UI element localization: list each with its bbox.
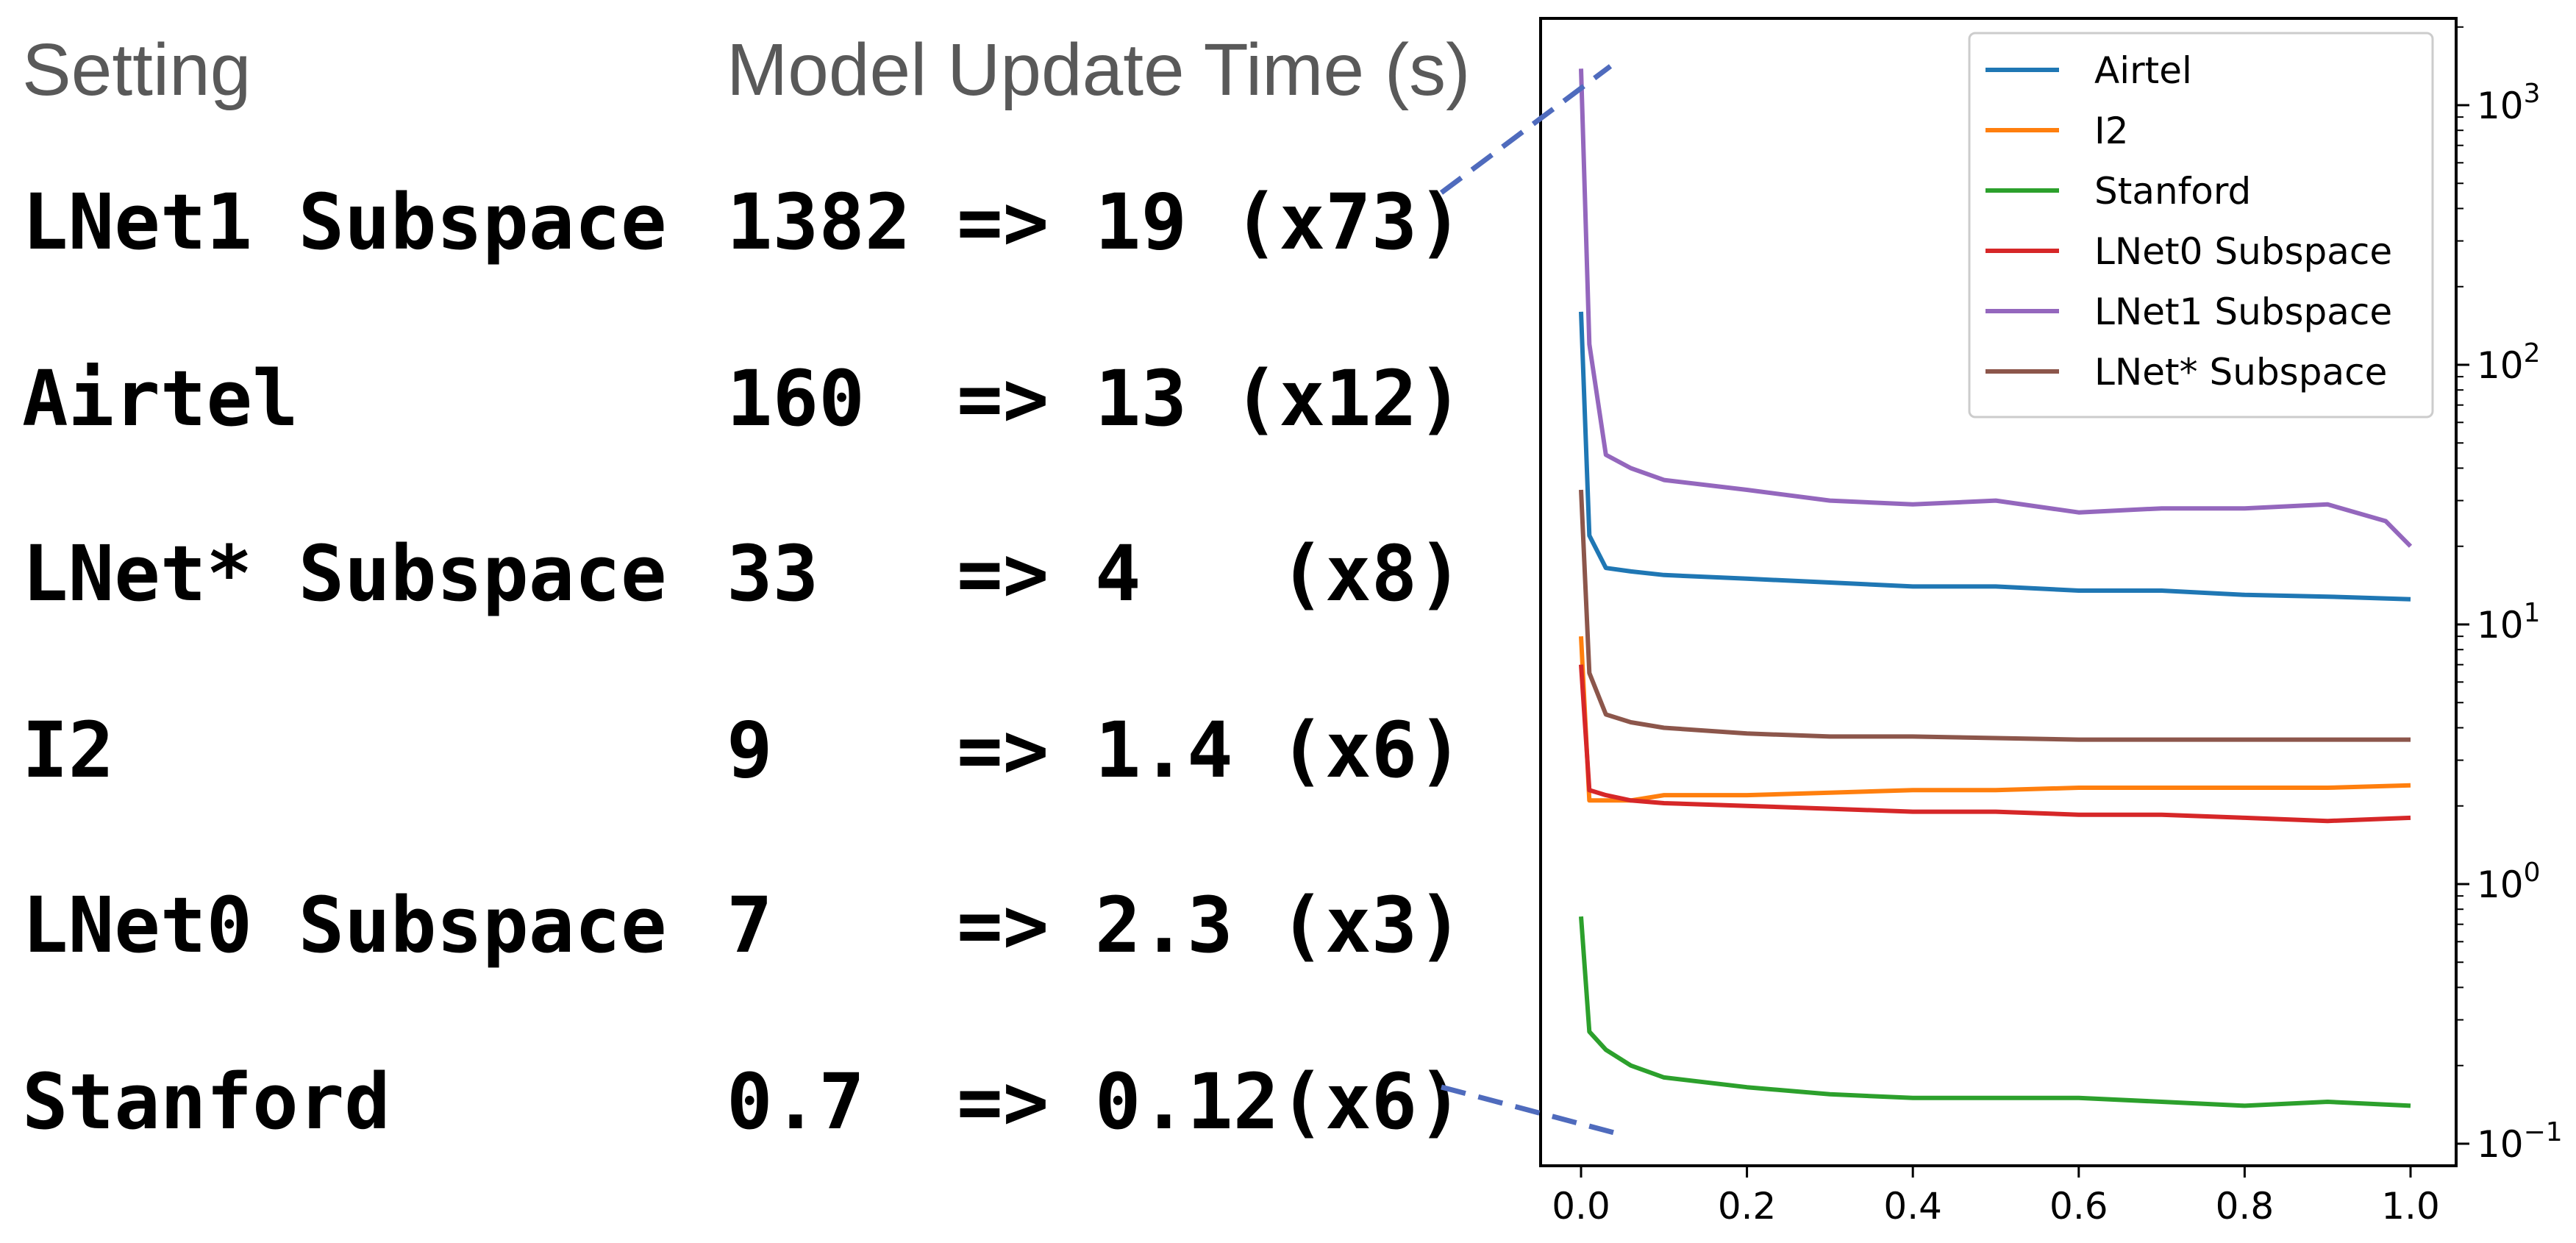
- series-line: [1579, 916, 2411, 1108]
- y-tick-label: 101: [2477, 598, 2541, 647]
- row-time: 160 => 13 (x12): [727, 354, 1463, 444]
- legend-label: I2: [2094, 110, 2129, 152]
- series-line: [1579, 68, 2413, 548]
- row-time: 0.7 => 0.12(x6): [727, 1057, 1463, 1147]
- connector-line: [1441, 1084, 1615, 1136]
- legend-label: LNet0 Subspace: [2094, 230, 2392, 273]
- y-tick-label: 102: [2477, 338, 2541, 387]
- x-tick-label: 0.6: [2049, 1185, 2108, 1228]
- legend-label: LNet1 Subspace: [2094, 291, 2392, 333]
- plot-frame: [1539, 17, 2458, 1167]
- connector-line: [1439, 64, 1613, 195]
- x-tick-label: 0.8: [2216, 1185, 2274, 1228]
- x-tick-label: 0.4: [1883, 1185, 1942, 1228]
- row-setting: Stanford: [22, 1057, 390, 1147]
- y-tick-label: 10−1: [2477, 1117, 2563, 1166]
- series-line: [1579, 664, 2411, 824]
- table-row: Airtel 160 => 13 (x12): [22, 360, 1463, 437]
- table-row: LNet* Subspace 33 => 4 (x8): [22, 535, 1463, 612]
- row-setting: LNet* Subspace: [22, 529, 667, 619]
- row-setting: LNet0 Subspace: [22, 880, 667, 970]
- y-tick-label: 103: [2477, 79, 2541, 127]
- x-tick-label: 0.2: [1718, 1185, 1777, 1228]
- row-setting: LNet1 Subspace: [22, 177, 667, 267]
- row-setting: I2: [22, 705, 115, 795]
- series-line: [1579, 311, 2411, 602]
- row-time: 7 => 2.3 (x3): [727, 880, 1463, 970]
- row-time: 33 => 4 (x8): [727, 529, 1463, 619]
- table-row: I2 9 => 1.4 (x6): [22, 712, 1463, 788]
- series-line: [1579, 489, 2411, 742]
- legend-box: [1968, 32, 2434, 419]
- legend-label: Stanford: [2094, 170, 2251, 213]
- table-row: LNet1 Subspace 1382 => 19 (x73): [22, 184, 1463, 260]
- series-line: [1579, 636, 2411, 803]
- table-row: LNet0 Subspace 7 => 2.3 (x3): [22, 887, 1463, 964]
- row-setting: Airtel: [22, 354, 299, 444]
- x-tick-label: 0.0: [1552, 1185, 1610, 1228]
- x-tick-label: 1.0: [2381, 1185, 2440, 1228]
- setting-column-header: Setting: [22, 29, 251, 111]
- y-tick-label: 100: [2477, 858, 2541, 906]
- row-time: 1382 => 19 (x73): [727, 177, 1463, 267]
- row-time: 9 => 1.4 (x6): [727, 705, 1463, 795]
- legend-label: Airtel: [2094, 49, 2192, 92]
- legend-label: LNet* Subspace: [2094, 351, 2387, 393]
- update-time-column-header: Model Update Time (s): [727, 29, 1471, 111]
- table-row: Stanford 0.7 => 0.12(x6): [22, 1064, 1463, 1140]
